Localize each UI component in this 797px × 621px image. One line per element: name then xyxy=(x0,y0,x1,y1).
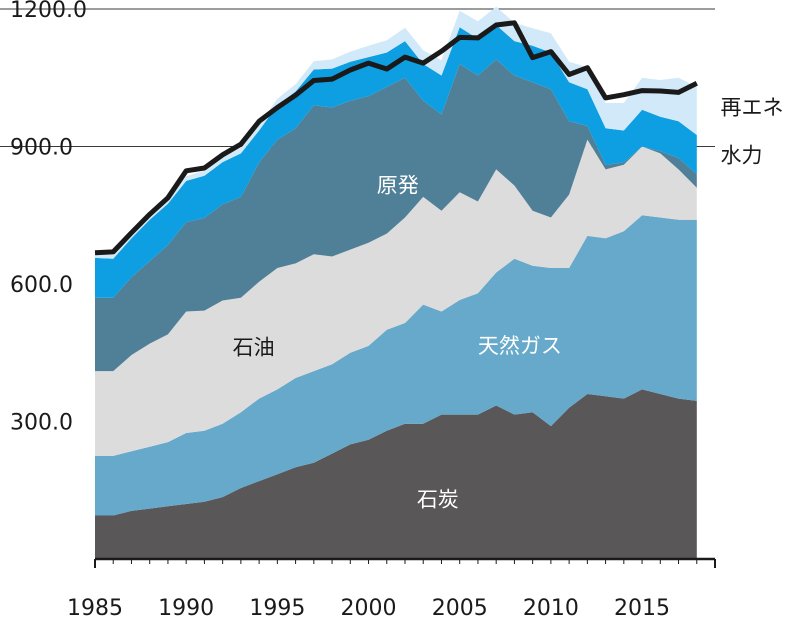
x-tick-label: 1995 xyxy=(249,596,305,621)
y-tick-label: 900.0 xyxy=(10,136,73,161)
y-tick-label: 1200.0 xyxy=(10,0,87,23)
series-label-2: 石油 xyxy=(233,335,275,359)
area-series-1 xyxy=(95,215,697,516)
y-axis-tick-labels: 300.0 600.0 900.0 1200.0 xyxy=(10,0,87,436)
axes xyxy=(94,557,716,568)
area-series-2 xyxy=(95,139,697,456)
series-label-3: 原発 xyxy=(377,173,419,197)
series-label-4: 水力 xyxy=(720,144,762,168)
x-tick-label: 2005 xyxy=(432,596,488,621)
x-tick-label: 1990 xyxy=(158,596,214,621)
area-series-0 xyxy=(95,389,697,559)
y-tick-label: 300.0 xyxy=(10,411,73,436)
x-axis-tick-labels: 1985 1990 1995 2000 2005 2010 2015 xyxy=(67,596,670,621)
area-series-3 xyxy=(95,59,697,372)
x-tick-label: 2010 xyxy=(523,596,579,621)
x-tick-label: 2015 xyxy=(614,596,670,621)
series-label-0: 石炭 xyxy=(417,487,459,511)
x-tick-label: 2000 xyxy=(341,596,397,621)
total-line xyxy=(94,20,698,256)
series-labels: 石炭 天然ガス 石油 原発 水力 再エネ xyxy=(233,96,784,512)
total-line-group xyxy=(94,20,698,256)
stacked-areas xyxy=(95,6,697,559)
x-tick-label: 1985 xyxy=(67,596,123,621)
y-tick-label: 600.0 xyxy=(10,273,73,298)
area-series-4 xyxy=(95,25,697,298)
series-label-5: 再エネ xyxy=(720,96,783,120)
series-label-1: 天然ガス xyxy=(478,334,562,358)
